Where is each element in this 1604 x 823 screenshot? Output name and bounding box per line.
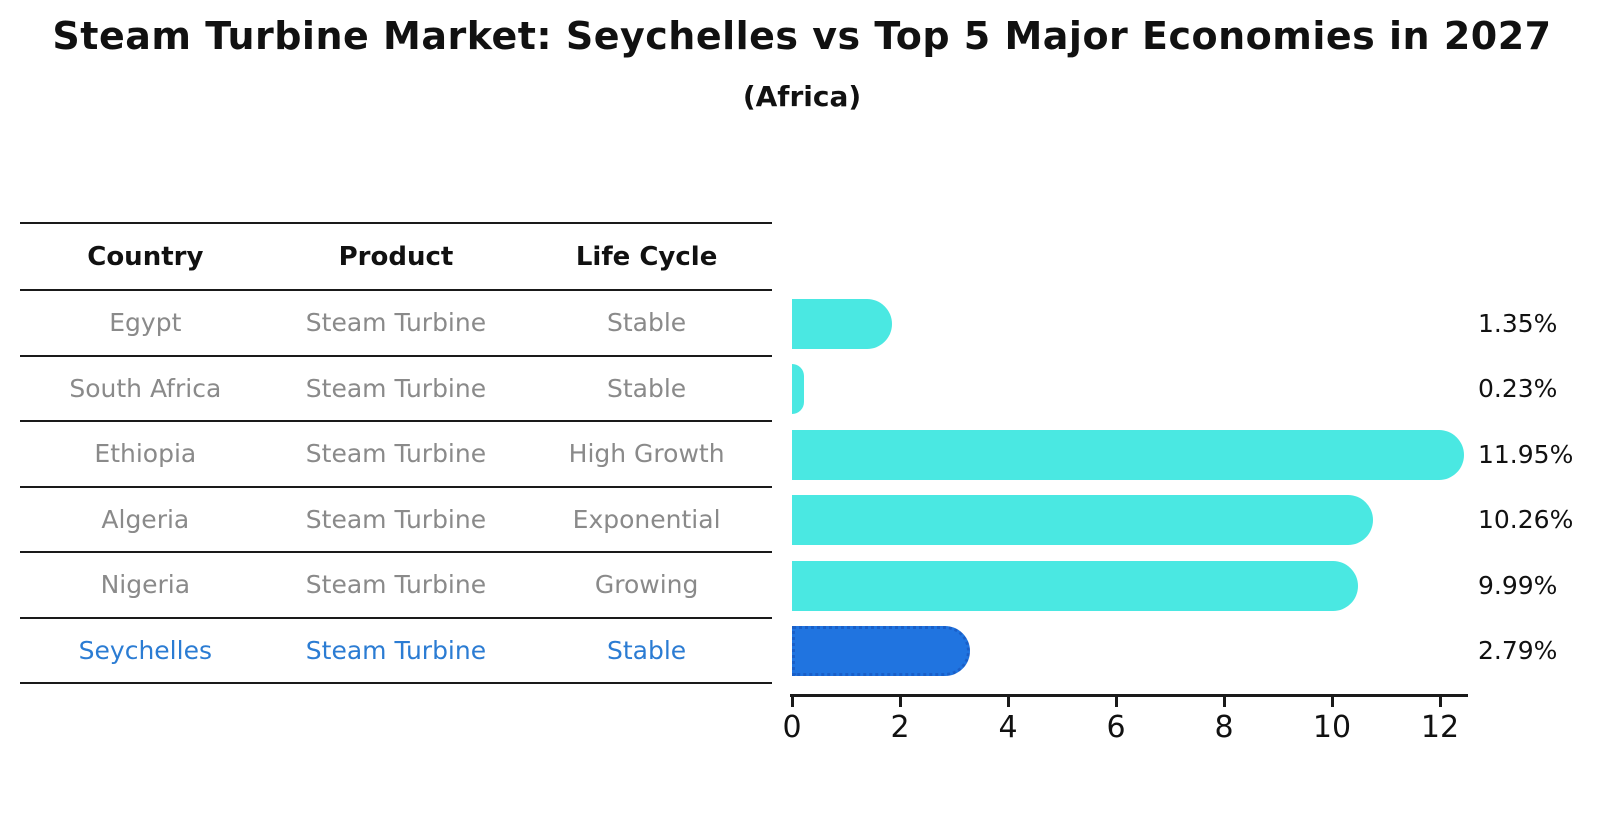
bar-algeria xyxy=(792,495,1374,546)
bar-seychelles xyxy=(792,626,970,677)
cell-product: Steam Turbine xyxy=(305,373,487,403)
cell-country: Algeria xyxy=(101,504,190,534)
x-tick-label-0: 0 xyxy=(782,710,802,745)
table-row-south-africa: South Africa Steam Turbine Stable xyxy=(20,357,772,422)
cell-product: Steam Turbine xyxy=(305,504,487,534)
country-table: Country Product Life Cycle Egypt Steam Tu… xyxy=(20,222,772,684)
cell-product: Steam Turbine xyxy=(305,635,487,665)
cell-product: Steam Turbine xyxy=(305,308,487,338)
cell-product: Steam Turbine xyxy=(305,439,487,469)
cell-country: South Africa xyxy=(69,373,222,403)
column-header-life-cycle: Life Cycle xyxy=(575,241,718,272)
chart-subtitle: (Africa) xyxy=(742,80,862,113)
table-header-row: Country Product Life Cycle xyxy=(20,222,772,291)
table-row-algeria: Algeria Steam Turbine Exponential xyxy=(20,488,772,553)
x-tick-label-4: 4 xyxy=(998,710,1018,745)
value-label-south-africa: 0.23% xyxy=(1478,374,1558,404)
bar-egypt xyxy=(792,298,892,349)
cell-life-cycle: Stable xyxy=(607,308,687,338)
table-body: Egypt Steam Turbine Stable South Africa Stea… xyxy=(20,291,772,684)
x-tick-mark-12 xyxy=(1439,696,1442,707)
x-tick-label-12: 12 xyxy=(1420,710,1460,745)
cell-country: Seychelles xyxy=(78,635,212,665)
bar-ethiopia xyxy=(792,429,1465,480)
table-row-ethiopia: Ethiopia Steam Turbine High Growth xyxy=(20,422,772,488)
x-tick-mark-4 xyxy=(1007,696,1010,707)
table-row-egypt: Egypt Steam Turbine Stable xyxy=(20,291,772,357)
cell-product: Steam Turbine xyxy=(305,570,487,600)
cell-country: Egypt xyxy=(109,308,182,338)
x-tick-mark-8 xyxy=(1223,696,1226,707)
table-row-seychelles: Seychelles Steam Turbine Stable xyxy=(20,619,772,684)
cell-country: Ethiopia xyxy=(94,439,197,469)
value-label-egypt: 1.35% xyxy=(1478,308,1558,338)
cell-life-cycle: Stable xyxy=(607,373,687,403)
x-tick-mark-6 xyxy=(1115,696,1118,707)
x-tick-mark-0 xyxy=(791,696,794,707)
bar-nigeria xyxy=(792,560,1359,611)
value-label-seychelles: 2.79% xyxy=(1478,636,1558,666)
x-tick-label-8: 8 xyxy=(1214,710,1234,745)
x-tick-mark-10 xyxy=(1331,696,1334,707)
cell-life-cycle: Exponential xyxy=(572,504,721,534)
x-tick-mark-2 xyxy=(899,696,902,707)
cell-life-cycle: Stable xyxy=(607,635,687,665)
column-header-product: Product xyxy=(338,241,454,272)
value-label-nigeria: 9.99% xyxy=(1478,570,1558,600)
table-row-nigeria: Nigeria Steam Turbine Growing xyxy=(20,553,772,619)
value-label-ethiopia: 11.95% xyxy=(1478,439,1574,469)
chart-title: Steam Turbine Market: Seychelles vs Top … xyxy=(52,14,1552,58)
bar-south-africa xyxy=(792,364,805,415)
column-header-country: Country xyxy=(87,241,204,272)
x-tick-label-6: 6 xyxy=(1106,710,1126,745)
x-tick-label-10: 10 xyxy=(1312,710,1352,745)
cell-country: Nigeria xyxy=(100,570,191,600)
cell-life-cycle: Growing xyxy=(594,570,699,600)
x-tick-label-2: 2 xyxy=(890,710,910,745)
value-label-algeria: 10.26% xyxy=(1478,505,1574,535)
cell-life-cycle: High Growth xyxy=(568,439,725,469)
x-axis-line xyxy=(790,694,1468,697)
